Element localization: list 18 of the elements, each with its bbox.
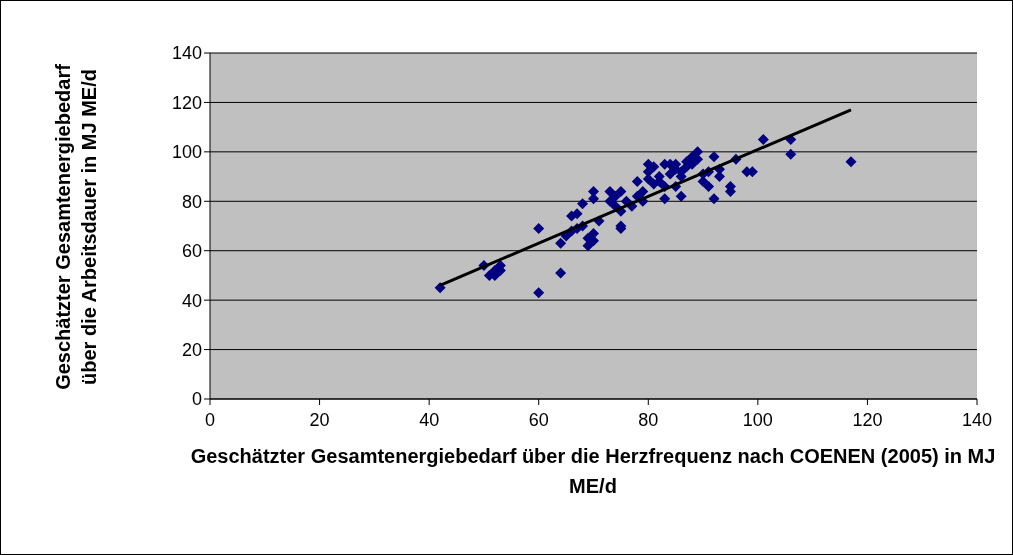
x-tick-label: 20 (309, 409, 330, 430)
y-tick-label: 100 (171, 142, 202, 163)
y-tick-label: 140 (171, 43, 202, 64)
x-tick-label: 0 (204, 409, 216, 430)
x-tick-label: 120 (852, 409, 883, 430)
y-tick-label: 20 (181, 339, 202, 360)
y-tick-label: 60 (181, 241, 202, 262)
y-axis-title: Geschätzter Gesamtenergiebedarf über die Arbeitsdauer in MJ ME/d (51, 63, 101, 392)
y-tick-label: 0 (191, 389, 202, 410)
x-tick-label: 140 (961, 409, 993, 430)
x-tick-label: 100 (742, 409, 773, 430)
x-tick-label: 80 (638, 409, 659, 430)
x-axis-title: Geschätzter Gesamtenergiebedarf über die Herzfrequenz nach COENEN (2005) in MJ ME/d (189, 444, 997, 499)
y-tick-label: 80 (181, 191, 202, 212)
y-tick-label: 40 (181, 290, 202, 311)
y-tick-label: 120 (171, 92, 202, 113)
x-tick-label: 60 (528, 409, 549, 430)
x-tick-label: 40 (419, 409, 440, 430)
